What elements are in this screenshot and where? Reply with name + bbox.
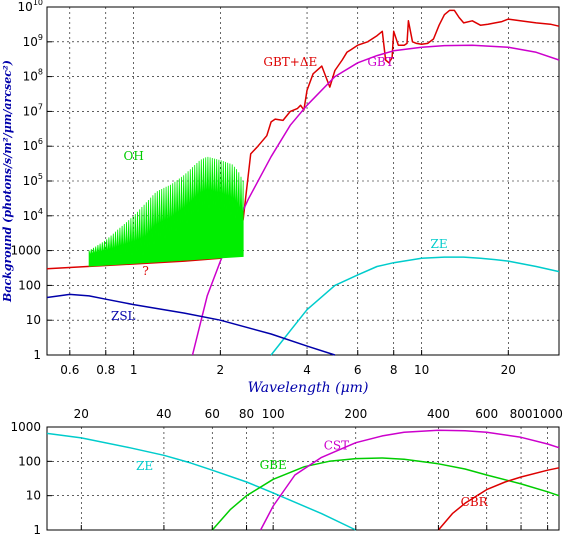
bottom-y-ticks: 1 10 100 1000 bbox=[10, 420, 52, 536]
y-axis-label: Background (photons/s/m²/μm/arcsec²) bbox=[1, 60, 14, 303]
bottom-y-tick-label: 1 bbox=[33, 523, 41, 536]
top-y-tick-label: 10 bbox=[26, 313, 41, 327]
bottom-x-tick-label: 80 bbox=[239, 407, 254, 421]
top-series-oh bbox=[88, 156, 244, 267]
bottom-label-gbe: GBE bbox=[260, 458, 287, 472]
top-label-question: ? bbox=[142, 264, 148, 278]
top-y-tick-label: 1000 bbox=[10, 244, 41, 258]
bottom-series-ze bbox=[46, 432, 357, 531]
top-label-gbt-e: GBT+ΔE bbox=[263, 55, 317, 69]
top-y-tick-label: 106 bbox=[23, 137, 43, 153]
bottom-x-tick-label: 60 bbox=[205, 407, 220, 421]
top-y-tick-label: 105 bbox=[23, 172, 43, 188]
top-x-tick-label: 10 bbox=[414, 363, 429, 377]
top-y-tick-label: 107 bbox=[23, 102, 43, 118]
bottom-grid bbox=[47, 427, 559, 530]
top-series-zsl bbox=[46, 293, 336, 356]
bottom-x-tick-label: 20 bbox=[74, 407, 89, 421]
top-label-zsl: ZSL bbox=[111, 309, 136, 323]
top-x-tick-label: 4 bbox=[303, 363, 311, 377]
top-label-ze: ZE bbox=[431, 237, 448, 251]
top-y-tick-label: 109 bbox=[23, 33, 43, 49]
top-series-ze bbox=[270, 256, 560, 356]
top-x-tick-label: 6 bbox=[354, 363, 362, 377]
bottom-x-tick-label: 200 bbox=[344, 407, 367, 421]
top-grid bbox=[47, 7, 559, 355]
bottom-label-ze: ZE bbox=[136, 459, 153, 473]
bottom-x-tick-label: 100 bbox=[262, 407, 285, 421]
top-x-tick-label: 0.6 bbox=[60, 363, 79, 377]
top-series-gbt bbox=[191, 44, 560, 356]
top-label-gbt: GBT bbox=[367, 55, 393, 69]
bottom-y-tick-label: 10 bbox=[26, 489, 41, 503]
bottom-series-cst bbox=[259, 429, 560, 531]
bottom-y-tick-label: 1000 bbox=[10, 420, 41, 434]
bottom-label-cbr: CBR bbox=[461, 495, 489, 509]
bottom-x-tick-label: 800 bbox=[510, 407, 533, 421]
top-x-tick-label: 8 bbox=[390, 363, 398, 377]
top-x-tick-label: 0.8 bbox=[96, 363, 115, 377]
top-y-tick-label: 100 bbox=[18, 278, 41, 292]
top-series bbox=[46, 9, 560, 356]
bottom-x-tick-label: 400 bbox=[427, 407, 450, 421]
bottom-label-cst: CST bbox=[324, 439, 349, 453]
top-y-tick-label: 108 bbox=[23, 68, 43, 84]
bottom-labels: ZE GBE CST CBR bbox=[136, 439, 489, 509]
bottom-x-ticks: 20 40 60 80 100 200 400 600 800 1000 bbox=[74, 407, 563, 530]
bottom-plot-frame bbox=[46, 426, 560, 531]
bottom-y-tick-label: 100 bbox=[18, 454, 41, 468]
top-y-ticks: 1 10 100 1000 104 105 106 107 108 109 1010 bbox=[10, 0, 52, 362]
bottom-x-tick-label: 40 bbox=[156, 407, 171, 421]
bottom-x-tick-label: 1000 bbox=[532, 407, 563, 421]
top-y-tick-label: 1010 bbox=[18, 0, 43, 14]
bottom-series bbox=[46, 429, 560, 531]
top-y-tick-label: 1 bbox=[33, 348, 41, 362]
top-x-ticks: 0.6 0.8 1 2 4 6 8 10 20 bbox=[60, 350, 516, 377]
top-x-tick-label: 20 bbox=[501, 363, 516, 377]
top-x-tick-label: 1 bbox=[130, 363, 138, 377]
top-x-tick-label: 2 bbox=[217, 363, 225, 377]
bottom-series-cbr bbox=[437, 467, 560, 531]
x-axis-label: Wavelength (μm) bbox=[248, 380, 369, 396]
top-labels: GBT+ΔE GBT OH? ZE ZSL bbox=[111, 55, 448, 323]
bottom-x-tick-label: 600 bbox=[475, 407, 498, 421]
top-label-oh: OH bbox=[124, 149, 144, 163]
top-y-tick-label: 104 bbox=[23, 207, 43, 223]
top-series-gbt-e bbox=[46, 9, 560, 270]
